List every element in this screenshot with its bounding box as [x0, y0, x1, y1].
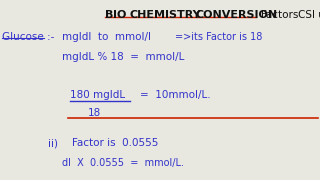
- Text: CHEMISTRY: CHEMISTRY: [130, 10, 202, 20]
- Text: ii): ii): [48, 138, 58, 148]
- Text: B: B: [105, 10, 113, 20]
- Text: dl  X  0.0555  =  mmol/L.: dl X 0.0555 = mmol/L.: [62, 158, 184, 168]
- Text: mgldl  to  mmol/l: mgldl to mmol/l: [62, 32, 151, 42]
- Text: Glucose :-: Glucose :-: [2, 32, 54, 42]
- Text: 180 mgldL: 180 mgldL: [70, 90, 125, 100]
- Text: =  10mmol/L.: = 10mmol/L.: [140, 90, 211, 100]
- Text: 18: 18: [88, 108, 101, 118]
- Text: CSI u: CSI u: [298, 10, 320, 20]
- Text: mgldL % 18  =  mmol/L: mgldL % 18 = mmol/L: [62, 52, 184, 62]
- Text: Factors: Factors: [261, 10, 298, 20]
- Text: Factor is  0.0555: Factor is 0.0555: [72, 138, 158, 148]
- Text: IO: IO: [113, 10, 126, 20]
- Text: =>its Factor is 18: =>its Factor is 18: [175, 32, 262, 42]
- Text: CONVERSION: CONVERSION: [195, 10, 277, 20]
